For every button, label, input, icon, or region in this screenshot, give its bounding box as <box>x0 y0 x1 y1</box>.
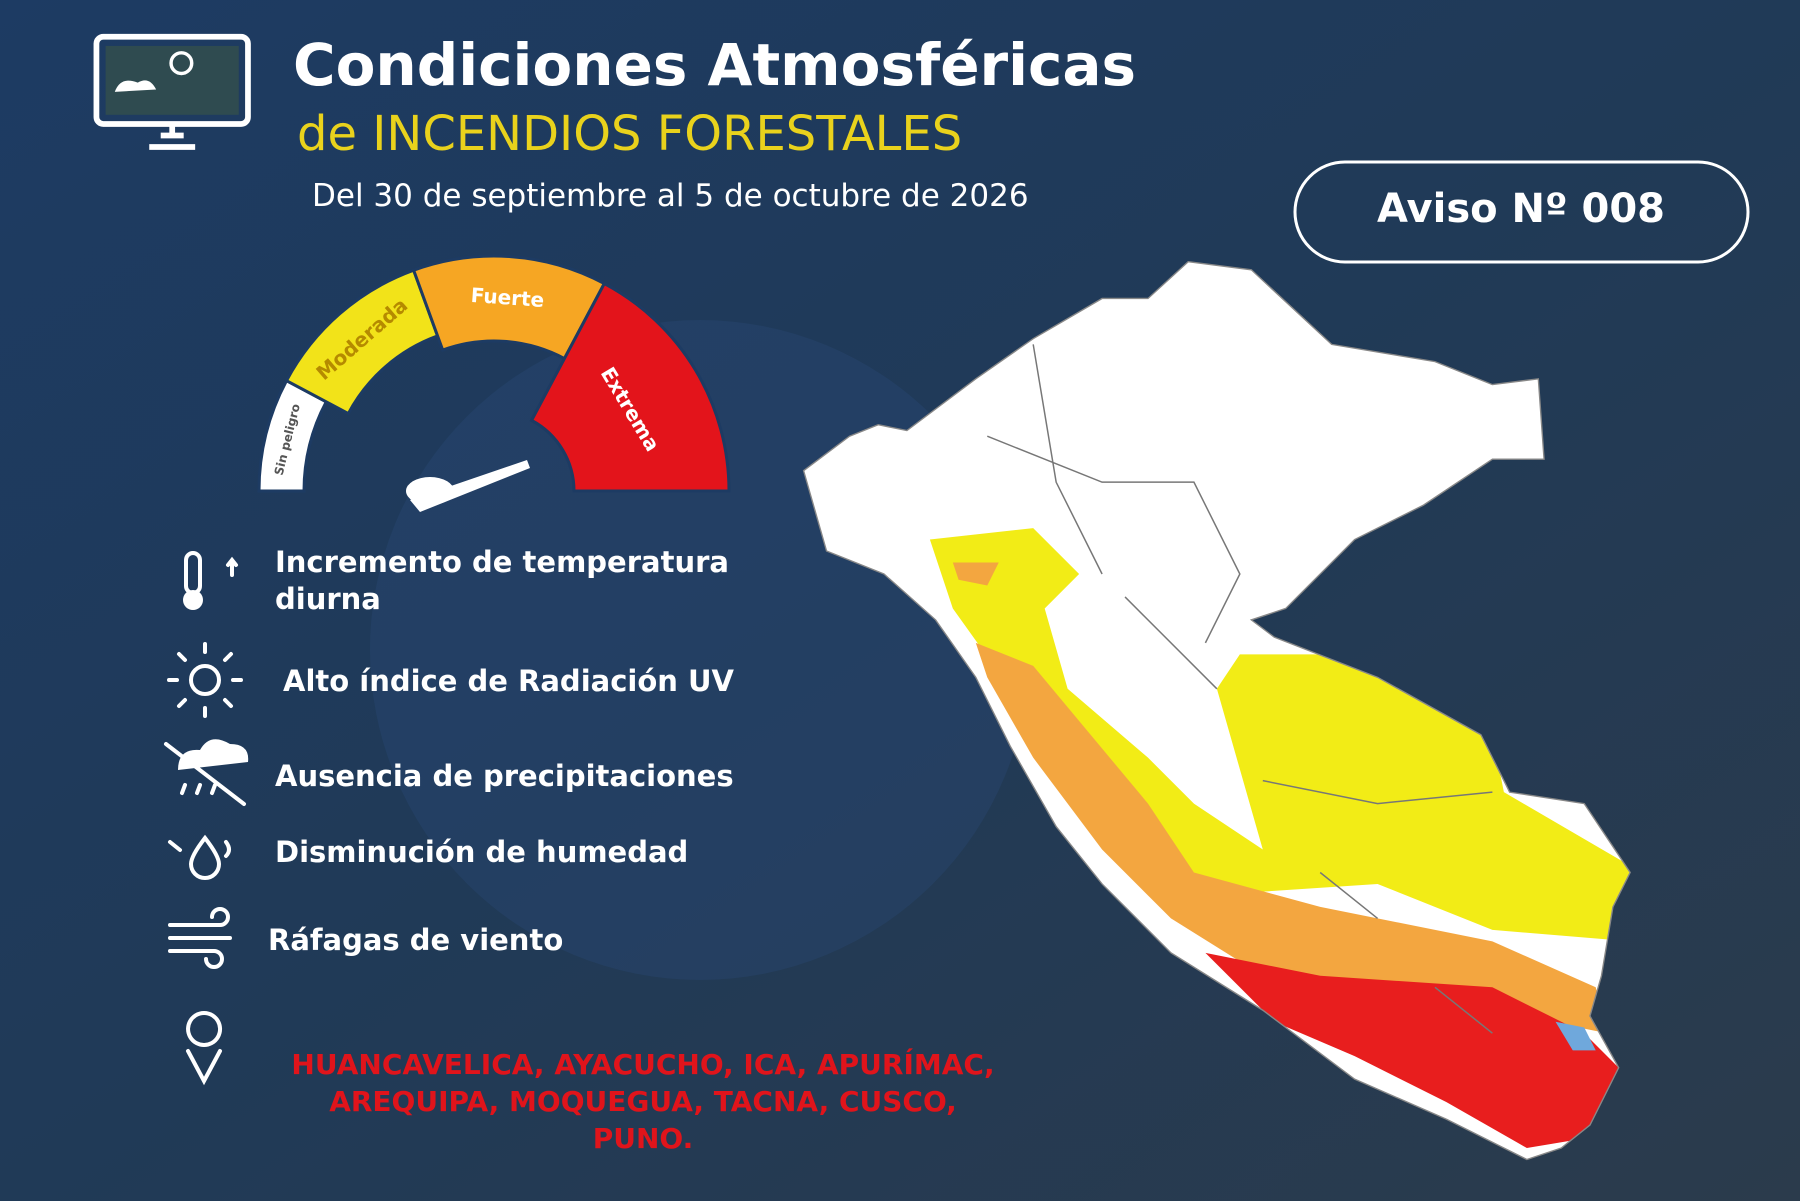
condition: diurna <box>275 582 381 616</box>
humidity-icon <box>168 834 231 880</box>
regions: PUNO. <box>593 1122 694 1155</box>
condition: Ráfagas de viento <box>268 923 563 957</box>
regions: AREQUIPA, MOQUEGUA, TACNA, CUSCO, <box>329 1085 957 1118</box>
notice: Aviso Nº 008 <box>1377 186 1665 232</box>
dates: Del 30 de septiembre al 5 de octubre de … <box>312 178 1029 214</box>
monitor-icon <box>93 33 251 150</box>
condition: Disminución de humedad <box>275 835 688 869</box>
gauge-label: Fuerte <box>470 283 545 312</box>
gauge-hub <box>406 477 454 505</box>
gauge-segment <box>529 281 731 493</box>
subtitle: de INCENDIOS FORESTALES <box>297 106 962 162</box>
title: Condiciones Atmosféricas <box>293 31 1136 99</box>
uv-icon <box>167 642 243 718</box>
no-rain-icon <box>164 739 249 806</box>
condition: Ausencia de precipitaciones <box>275 759 734 793</box>
location-icon <box>186 1011 223 1086</box>
notice-box <box>1293 160 1750 264</box>
wind-icon <box>168 907 232 969</box>
condition: Alto índice de Radiación UV <box>283 664 735 698</box>
regions: HUANCAVELICA, AYACUCHO, ICA, APURÍMAC, <box>291 1047 994 1081</box>
condition: Incremento de temperatura <box>275 545 729 579</box>
temperature-icon <box>183 551 238 610</box>
